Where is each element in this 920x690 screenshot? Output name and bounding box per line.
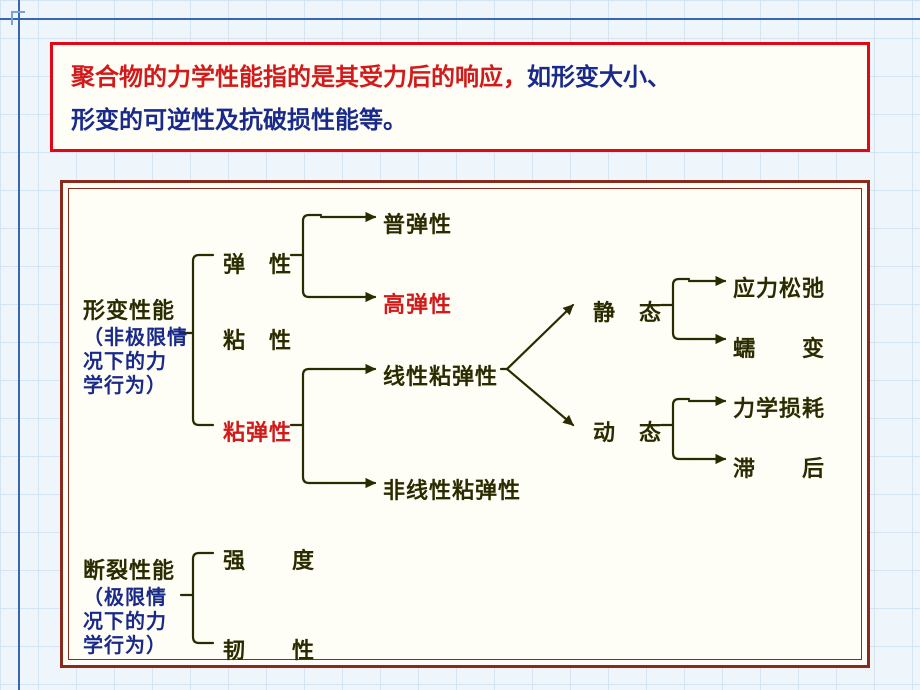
tree-node-creep: 蠕 变	[733, 331, 825, 363]
tree-node-strength: 强 度	[223, 543, 315, 575]
tree-connectors	[63, 183, 873, 671]
page-margin-left	[18, 0, 20, 690]
intro-highlight: 聚合物的力学性能指的是其受力后的响应，	[71, 65, 527, 91]
tree-node-viscoel: 粘弹性	[223, 415, 292, 447]
tree-node-tough: 韧 性	[223, 633, 315, 665]
tree-inner-border	[68, 188, 862, 660]
tree-node-viscous: 粘 性	[223, 323, 292, 355]
intro-line-1: 聚合物的力学性能指的是其受力后的响应，如形变大小、	[71, 57, 849, 100]
tree-node-hyst: 滞 后	[733, 451, 825, 483]
tree-node-root1_d: 学行为）	[83, 369, 167, 398]
page-margin-top	[0, 18, 920, 20]
intro-text-1b: 如形变大小、	[527, 65, 671, 91]
tree-panel: 形变性能（非极限情况下的力学行为）断裂性能（极限情况下的力学行为）弹 性粘 性粘…	[60, 180, 870, 668]
tree-node-dynamic: 动 态	[593, 415, 662, 447]
intro-panel: 聚合物的力学性能指的是其受力后的响应，如形变大小、 形变的可逆性及抗破损性能等。	[50, 42, 870, 152]
tree-node-loss: 力学损耗	[733, 391, 825, 423]
tree-node-high: 高弹性	[383, 287, 452, 319]
tree-node-elastic: 弹 性	[223, 247, 292, 279]
tree-node-relax: 应力松弛	[733, 271, 825, 303]
tree-node-root2_d: 学行为）	[83, 629, 167, 658]
tree-node-nonlin: 非线性粘弹性	[383, 473, 521, 505]
tree-node-linear: 线性粘弹性	[383, 359, 498, 391]
tree-node-static: 静 态	[593, 295, 662, 327]
intro-line-2: 形变的可逆性及抗破损性能等。	[71, 100, 849, 143]
tree-node-ordinary: 普弹性	[383, 207, 452, 239]
corner-mark	[11, 11, 25, 25]
